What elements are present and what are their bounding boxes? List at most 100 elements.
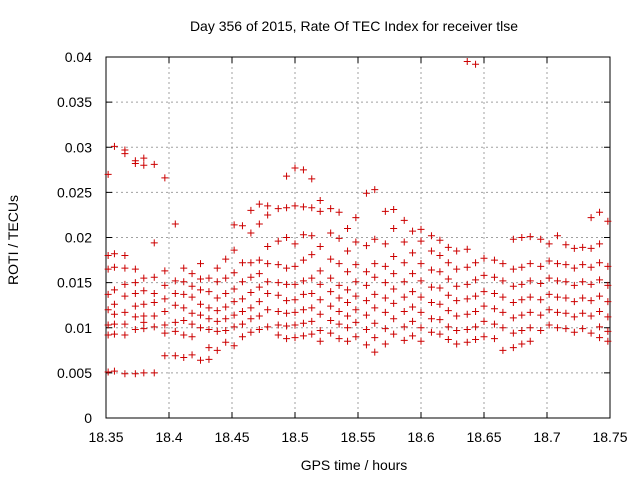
data-point — [444, 275, 452, 283]
data-point — [545, 274, 553, 282]
data-point — [213, 307, 221, 315]
data-point — [316, 267, 324, 275]
data-point — [255, 220, 263, 228]
data-point — [316, 207, 324, 215]
data-point — [131, 289, 139, 297]
data-point — [381, 294, 389, 302]
data-point — [188, 320, 196, 328]
data-point — [371, 319, 379, 327]
x-tick-label: 18.75 — [592, 429, 627, 445]
data-point — [490, 273, 498, 281]
data-point — [230, 323, 238, 331]
data-point — [596, 276, 604, 284]
data-point — [509, 265, 517, 273]
data-point — [436, 252, 444, 260]
data-point — [553, 308, 561, 316]
data-point — [316, 280, 324, 288]
data-point — [274, 308, 282, 316]
data-point — [344, 312, 352, 320]
data-point — [545, 290, 553, 298]
data-point — [283, 264, 291, 272]
data-point — [579, 294, 587, 302]
data-point — [205, 274, 213, 282]
data-point — [596, 240, 604, 248]
data-point — [104, 306, 112, 314]
data-point — [587, 263, 595, 271]
data-point — [570, 281, 578, 289]
data-point — [150, 239, 158, 247]
data-point — [110, 310, 118, 318]
data-point — [255, 283, 263, 291]
data-point — [213, 317, 221, 325]
data-point — [140, 325, 148, 333]
data-point — [390, 285, 398, 293]
data-point — [579, 261, 587, 269]
data-point — [131, 313, 139, 321]
data-point — [553, 277, 561, 285]
data-point — [283, 204, 291, 212]
data-point — [308, 251, 316, 259]
data-point — [417, 260, 425, 268]
data-point — [444, 291, 452, 299]
data-point — [274, 237, 282, 245]
data-point — [283, 322, 291, 330]
data-point — [171, 220, 179, 228]
data-point — [291, 262, 299, 270]
data-point — [205, 355, 213, 363]
data-point — [480, 254, 488, 262]
data-point — [427, 283, 435, 291]
data-point — [110, 250, 118, 258]
data-point — [562, 294, 570, 302]
data-point — [417, 293, 425, 301]
y-tick-label: 0.02 — [65, 230, 92, 246]
data-point — [150, 273, 158, 281]
data-point — [299, 166, 307, 174]
data-point — [205, 326, 213, 334]
data-point — [352, 214, 360, 222]
data-point — [480, 271, 488, 279]
data-point — [472, 259, 480, 267]
data-point — [213, 294, 221, 302]
data-point — [436, 316, 444, 324]
data-point — [579, 309, 587, 317]
data-point — [444, 323, 452, 331]
data-point — [197, 260, 204, 268]
data-point — [472, 60, 480, 68]
data-point — [596, 259, 604, 267]
data-point — [327, 274, 335, 282]
data-point — [344, 268, 352, 276]
data-point — [587, 244, 595, 252]
data-point — [352, 333, 360, 341]
data-point — [213, 264, 221, 272]
data-point — [264, 306, 272, 314]
data-point — [150, 312, 158, 320]
data-point — [409, 288, 417, 296]
data-point — [264, 211, 272, 219]
data-point — [371, 260, 379, 268]
data-point — [409, 249, 417, 257]
data-point — [579, 243, 587, 251]
data-point — [197, 275, 204, 283]
data-point — [371, 273, 379, 281]
data-point — [274, 261, 282, 269]
data-point — [371, 186, 379, 194]
data-point — [197, 300, 204, 308]
data-point — [188, 270, 196, 278]
data-points — [104, 58, 612, 378]
data-point — [140, 287, 148, 295]
y-axis-label: ROTI / TECUs — [5, 195, 21, 285]
data-point — [161, 321, 169, 329]
data-point — [553, 293, 561, 301]
data-point — [344, 337, 352, 345]
data-point — [480, 302, 488, 310]
data-point — [291, 321, 299, 329]
data-point — [362, 189, 370, 197]
data-point — [255, 298, 263, 306]
data-point — [335, 320, 343, 328]
data-point — [197, 311, 204, 319]
data-point — [299, 332, 307, 340]
y-tick-labels: 0 0.005 0.01 0.015 0.02 0.025 0.03 0.035 0.04 — [57, 49, 92, 426]
data-point — [121, 150, 129, 158]
data-point — [171, 352, 179, 360]
data-point — [247, 273, 255, 281]
